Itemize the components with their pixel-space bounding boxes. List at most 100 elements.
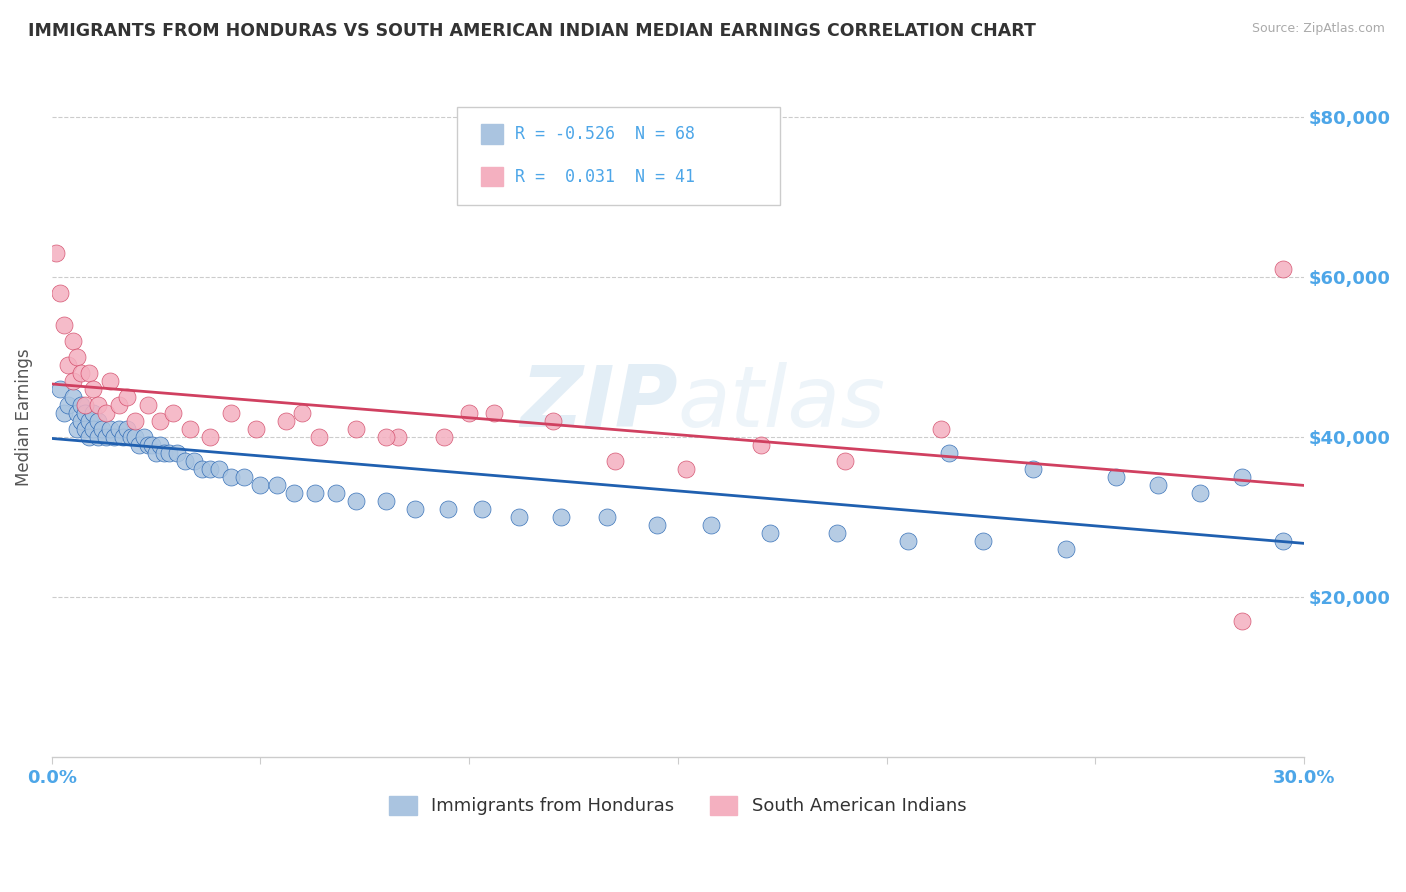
Point: [145, 446, 167, 460]
Point: [179, 422, 201, 436]
Point: [128, 438, 150, 452]
Point: [308, 430, 330, 444]
Point: [471, 502, 494, 516]
Point: [66, 350, 89, 364]
Point: [166, 446, 188, 460]
Point: [929, 422, 952, 436]
Point: [49, 286, 72, 301]
Point: [346, 422, 368, 436]
Legend: Immigrants from Honduras, South American Indians: Immigrants from Honduras, South American…: [382, 789, 973, 822]
Point: [283, 486, 305, 500]
Point: [75, 406, 97, 420]
Point: [174, 454, 197, 468]
Point: [938, 446, 960, 460]
Point: [62, 334, 84, 349]
Point: [132, 430, 155, 444]
Point: [508, 510, 530, 524]
Point: [124, 430, 146, 444]
Point: [79, 366, 101, 380]
Point: [1230, 614, 1253, 628]
Point: [605, 454, 627, 468]
Point: [208, 462, 231, 476]
Point: [86, 398, 108, 412]
Point: [70, 414, 93, 428]
Point: [291, 406, 314, 420]
Point: [86, 430, 108, 444]
Point: [94, 406, 117, 420]
Text: ZIP: ZIP: [520, 362, 678, 445]
Point: [98, 374, 121, 388]
Point: [219, 470, 242, 484]
Point: [1272, 534, 1295, 549]
Point: [274, 414, 297, 428]
Point: [70, 366, 93, 380]
Point: [437, 502, 460, 516]
Text: atlas: atlas: [678, 362, 886, 445]
Point: [136, 398, 159, 412]
Point: [374, 430, 396, 444]
Point: [58, 358, 80, 372]
Point: [79, 430, 101, 444]
Point: [675, 462, 697, 476]
Point: [700, 518, 723, 533]
Point: [66, 422, 89, 436]
Point: [86, 414, 108, 428]
Point: [120, 430, 142, 444]
Point: [107, 398, 129, 412]
Point: [346, 494, 368, 508]
Point: [245, 422, 267, 436]
Point: [157, 446, 180, 460]
Point: [484, 406, 506, 420]
Point: [153, 446, 176, 460]
Point: [124, 414, 146, 428]
Point: [759, 526, 782, 541]
Point: [75, 398, 97, 412]
Point: [834, 454, 856, 468]
Point: [66, 406, 89, 420]
Point: [596, 510, 619, 524]
Point: [149, 414, 172, 428]
Point: [58, 398, 80, 412]
Point: [404, 502, 426, 516]
Text: R = -0.526  N = 68: R = -0.526 N = 68: [515, 125, 695, 143]
Text: IMMIGRANTS FROM HONDURAS VS SOUTH AMERICAN INDIAN MEDIAN EARNINGS CORRELATION CH: IMMIGRANTS FROM HONDURAS VS SOUTH AMERIC…: [28, 22, 1036, 40]
Point: [191, 462, 214, 476]
Point: [103, 430, 125, 444]
Point: [304, 486, 326, 500]
Point: [200, 462, 222, 476]
Point: [45, 246, 67, 260]
Point: [115, 390, 138, 404]
Point: [1188, 486, 1211, 500]
Point: [62, 390, 84, 404]
Point: [896, 534, 918, 549]
Point: [387, 430, 409, 444]
Point: [70, 398, 93, 412]
Point: [825, 526, 848, 541]
Point: [249, 478, 271, 492]
Point: [53, 406, 76, 420]
Point: [1022, 462, 1045, 476]
Point: [107, 422, 129, 436]
Text: R =  0.031  N = 41: R = 0.031 N = 41: [515, 168, 695, 186]
Point: [1054, 542, 1077, 557]
Point: [541, 414, 564, 428]
Point: [49, 382, 72, 396]
Point: [325, 486, 347, 500]
Point: [219, 406, 242, 420]
Point: [1105, 470, 1128, 484]
Point: [200, 430, 222, 444]
Point: [1230, 470, 1253, 484]
Point: [75, 422, 97, 436]
Point: [98, 422, 121, 436]
Point: [1272, 262, 1295, 277]
Point: [162, 406, 184, 420]
Point: [972, 534, 994, 549]
Point: [115, 422, 138, 436]
Point: [232, 470, 254, 484]
Point: [82, 406, 104, 420]
Point: [111, 430, 134, 444]
Point: [82, 422, 104, 436]
Point: [751, 438, 773, 452]
Point: [550, 510, 572, 524]
Point: [645, 518, 668, 533]
